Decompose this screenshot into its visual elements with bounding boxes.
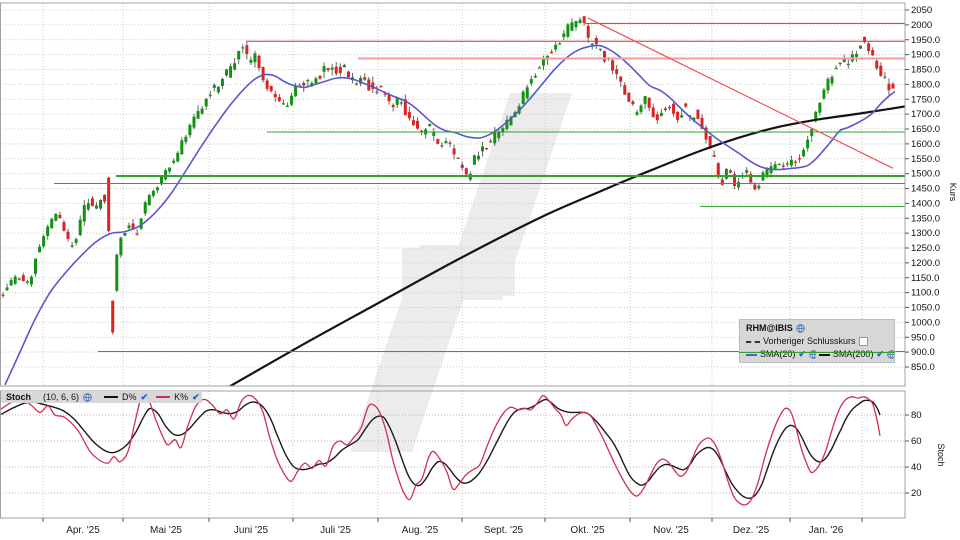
legend-row-sma: SMA(20) ✔ SMA(200) ✔ <box>746 348 894 361</box>
stoch-k-line <box>0 393 881 506</box>
price-tick-label: 1600.0 <box>911 139 940 150</box>
month-label: Aug. '25 <box>402 525 439 536</box>
price-tick-label: 1300.0 <box>911 228 940 239</box>
month-label: Nov. '25 <box>653 525 689 536</box>
stoch-params: (10, 6, 6) <box>43 392 80 402</box>
candlestick-series <box>1 16 895 335</box>
trendline <box>587 17 894 169</box>
stoch-axis-title: Stoch <box>936 443 946 466</box>
price-tick-label: 1050.0 <box>911 303 940 314</box>
globe-icon[interactable] <box>796 324 805 333</box>
stoch-d-line <box>0 398 881 500</box>
stoch-k-label: K% <box>174 392 189 402</box>
sma20-line <box>4 44 896 386</box>
legend-row-instrument: RHM@IBIS <box>746 322 894 335</box>
stoch-tick-label: 80 <box>911 410 922 421</box>
month-label: Okt. '25 <box>570 525 605 536</box>
price-tick-label: 1150.0 <box>911 273 939 284</box>
stoch-tick-label: 20 <box>911 488 922 499</box>
price-tick-label: 1800.0 <box>911 79 940 90</box>
price-tick-label: 1250.0 <box>911 243 940 254</box>
price-tick-label: 1400.0 <box>911 198 940 209</box>
price-tick-label: 1450.0 <box>911 184 940 195</box>
sma20-checkbox[interactable]: ✔ <box>798 349 806 359</box>
month-label: Apr. '25 <box>66 525 100 536</box>
stoch-k-line-sample <box>156 396 171 398</box>
month-label: Juni '25 <box>234 525 269 536</box>
instrument-title: RHM@IBIS <box>746 323 793 333</box>
globe-icon[interactable] <box>83 392 92 402</box>
price-tick-label: 2050 <box>911 5 932 16</box>
sma200-label: SMA(200) <box>832 349 874 359</box>
price-tick-label: 2000 <box>911 20 932 31</box>
dashed-line-sample <box>746 340 760 343</box>
stoch-k-checkbox[interactable]: ✔ <box>192 391 200 402</box>
stoch-tick-label: 60 <box>911 436 922 447</box>
stoch-d-checkbox[interactable]: ✔ <box>140 391 149 402</box>
month-label: Sept. '25 <box>484 525 524 536</box>
sma200-line <box>228 105 905 386</box>
price-tick-label: 950.0 <box>911 332 935 343</box>
month-label: Juli '25 <box>320 525 351 536</box>
month-label: Dez. '25 <box>733 525 770 536</box>
price-tick-label: 1900.0 <box>911 50 940 61</box>
price-tick-label: 1100.0 <box>911 288 939 299</box>
price-axis: 2050 2000 1950.0 1900.0 1850.0 1800.0 1750.0 17… <box>905 5 958 373</box>
stoch-tick-label: 40 <box>911 462 922 473</box>
legend-row-prev-close: Vorheriger Schlusskurs <box>746 335 894 348</box>
main-plot-area[interactable] <box>0 2 906 387</box>
sma20-line-sample <box>746 353 757 356</box>
time-axis: Apr. '25 Mai '25 Juni '25 Juli '25 Aug. '25 S… <box>42 518 863 536</box>
price-tick-label: 900.0 <box>911 347 935 358</box>
month-label: Jan. '26 <box>809 525 844 536</box>
month-label: Mai '25 <box>150 525 182 536</box>
price-tick-label: 1850.0 <box>911 65 940 76</box>
price-axis-title: Kurs <box>948 183 958 202</box>
price-tick-label: 1550.0 <box>911 154 940 165</box>
grid <box>0 3 905 518</box>
price-tick-label: 1650.0 <box>911 124 940 135</box>
legend-box: RHM@IBIS Vorheriger Schlusskurs SMA(20) … <box>739 319 895 363</box>
sma200-checkbox[interactable]: ✔ <box>876 349 884 359</box>
sma200-line-sample <box>819 353 830 356</box>
price-tick-label: 1700.0 <box>911 109 940 120</box>
watermark-logo <box>350 93 572 452</box>
stoch-d-line-sample <box>104 396 119 398</box>
price-tick-label: 1000.0 <box>911 317 940 328</box>
stoch-axis: 80 60 40 20 Stoch <box>905 410 946 499</box>
price-tick-label: 1950.0 <box>911 35 940 46</box>
stoch-plot-area[interactable] <box>0 390 906 519</box>
prev-close-checkbox[interactable] <box>858 337 868 346</box>
price-tick-label: 1350.0 <box>911 213 940 224</box>
price-tick-label: 1500.0 <box>911 169 940 180</box>
stoch-d-label: D% <box>122 392 137 402</box>
price-tick-label: 1200.0 <box>911 258 940 269</box>
stoch-title: Stoch <box>6 392 32 402</box>
price-tick-label: 1750.0 <box>911 94 940 105</box>
stoch-legend: Stoch (10, 6, 6) D% ✔ K% ✔ <box>1 391 202 403</box>
support-level-line <box>739 352 895 353</box>
price-tick-label: 850.0 <box>911 362 935 373</box>
prev-close-label: Vorheriger Schlusskurs <box>763 336 856 346</box>
sma20-label: SMA(20) <box>759 349 796 359</box>
